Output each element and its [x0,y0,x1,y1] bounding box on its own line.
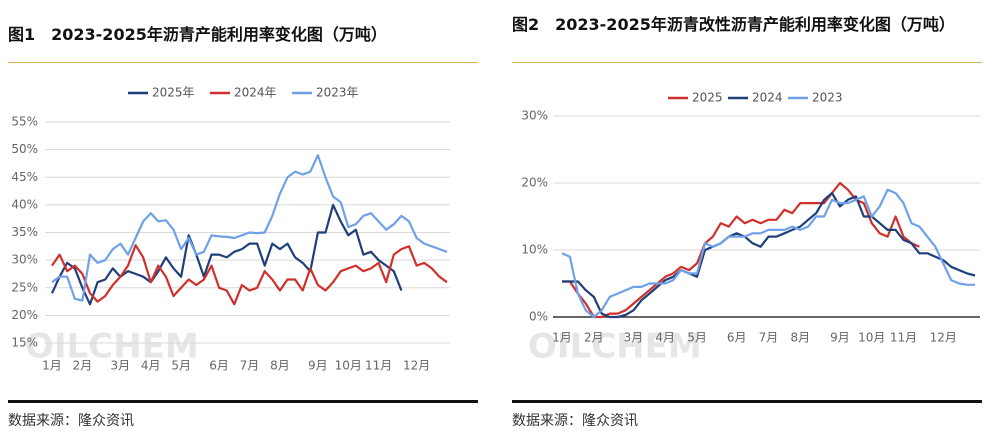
y-tick-label: 10% [521,243,548,257]
x-tick-label: 5月 [687,331,707,345]
legend-label: 2025年 [152,86,195,100]
y-tick-label: 45% [11,170,38,184]
y-tick-label: 25% [11,280,38,294]
x-tick-label: 11月 [365,359,392,373]
divider [512,400,982,403]
series-line [50,203,403,306]
chart-title: 图2 2023-2025年沥青改性沥青产能利用率变化图（万吨） [512,15,955,34]
divider [8,400,478,403]
x-tick-label: 4月 [655,331,675,345]
y-tick-label: 20% [521,176,548,190]
y-tick-label: 30% [521,109,548,123]
legend-label: 2025 [692,91,723,105]
x-tick-label: 8月 [790,331,810,345]
watermark: OILCHEM [528,327,702,367]
x-tick-label: 10月 [335,359,362,373]
x-tick-label: 11月 [890,331,917,345]
legend-label: 2023 [812,91,843,105]
x-tick-label: 10月 [858,331,885,345]
x-tick-label: 8月 [270,359,290,373]
x-tick-label: 7月 [240,359,260,373]
series-line [562,192,976,319]
x-tick-label: 1月 [552,331,572,345]
y-tick-label: 50% [11,142,38,156]
source: 数据来源：隆众资讯 [8,413,134,429]
x-tick-label: 2月 [584,331,604,345]
x-tick-label: 12月 [403,359,430,373]
y-tick-label: 35% [11,225,38,239]
y-tick-label: 55% [11,115,38,129]
legend-label: 2024年 [234,86,277,100]
x-tick-label: 3月 [111,359,131,373]
x-tick-label: 7月 [759,331,779,345]
x-tick-label: 6月 [727,331,747,345]
x-tick-label: 4月 [141,359,161,373]
watermark: OILCHEM [25,327,199,367]
divider [512,62,982,63]
y-tick-label: 20% [11,308,38,322]
legend-label: 2024 [752,91,783,105]
x-tick-label: 3月 [624,331,644,345]
y-tick-label: 15% [11,336,38,350]
x-tick-label: 2月 [73,359,93,373]
x-tick-label: 9月 [308,359,328,373]
x-tick-label: 12月 [930,331,957,345]
y-tick-label: 0% [529,310,548,324]
series-line [562,181,920,319]
series-line [51,244,448,306]
series-line [51,154,448,302]
x-tick-label: 1月 [42,359,62,373]
y-tick-label: 40% [11,197,38,211]
x-tick-label: 5月 [171,359,191,373]
source: 数据来源：隆众资讯 [512,413,638,429]
x-tick-label: 6月 [209,359,229,373]
y-tick-label: 30% [11,253,38,267]
chart-title: 图1 2023-2025年沥青产能利用率变化图（万吨） [8,25,387,44]
legend-label: 2023年 [316,86,359,100]
divider [8,62,478,63]
series-line [561,188,975,319]
x-tick-label: 9月 [830,331,850,345]
